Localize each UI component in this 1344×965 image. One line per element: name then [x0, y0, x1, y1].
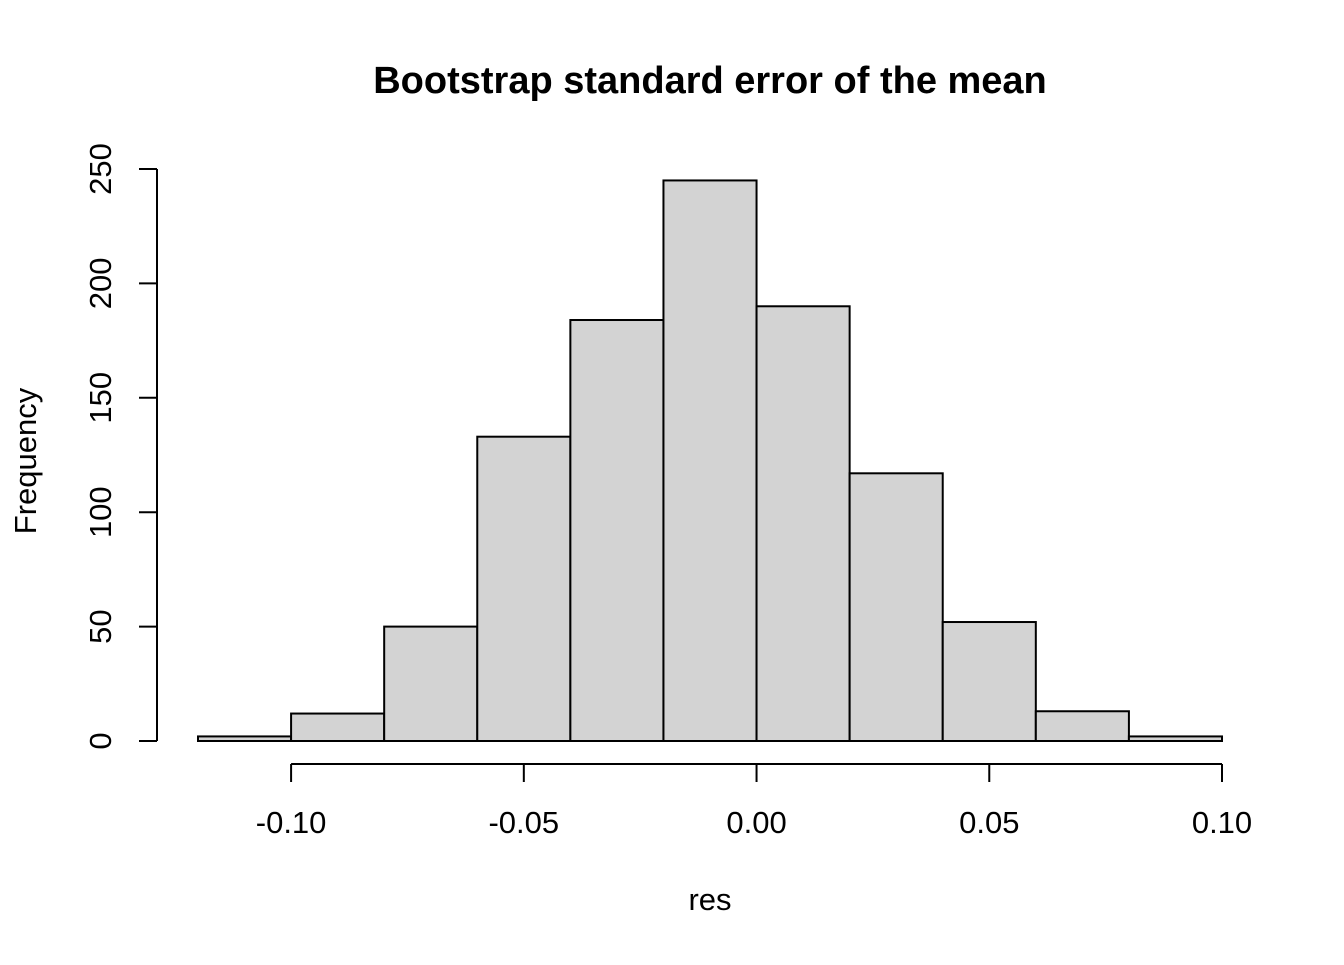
histogram-bar [290, 712, 386, 743]
y-tick-label: 200 [83, 258, 118, 310]
histogram-bars [197, 179, 1223, 743]
x-axis-label: res [688, 882, 731, 917]
histogram-bar [383, 625, 479, 742]
histogram-bar [197, 735, 293, 743]
chart-title: Bootstrap standard error of the mean [373, 60, 1047, 102]
x-tick-label: 0.00 [726, 805, 786, 840]
x-axis: -0.10 -0.05 0.00 0.05 0.10 [256, 763, 1252, 840]
histogram-bar [755, 305, 851, 742]
histogram-bar [848, 472, 944, 742]
histogram-bar [1034, 710, 1130, 742]
histogram-bar [941, 621, 1037, 742]
y-tick-label: 100 [83, 486, 118, 538]
x-tick-label: -0.10 [256, 805, 327, 840]
y-tick-label: 0 [83, 732, 118, 749]
histogram-bar [476, 435, 572, 742]
histogram-bar [662, 179, 758, 742]
y-tick-label: 50 [83, 609, 118, 643]
histogram-bar [569, 319, 665, 742]
x-tick-label: 0.10 [1192, 805, 1252, 840]
y-axis: 0 50 100 150 200 250 [83, 143, 158, 750]
histogram-bar [1127, 735, 1223, 743]
y-axis-label: Frequency [8, 387, 43, 534]
x-tick-label: -0.05 [488, 805, 559, 840]
y-tick-label: 150 [83, 372, 118, 424]
y-tick-label: 250 [83, 143, 118, 195]
x-tick-label: 0.05 [959, 805, 1019, 840]
